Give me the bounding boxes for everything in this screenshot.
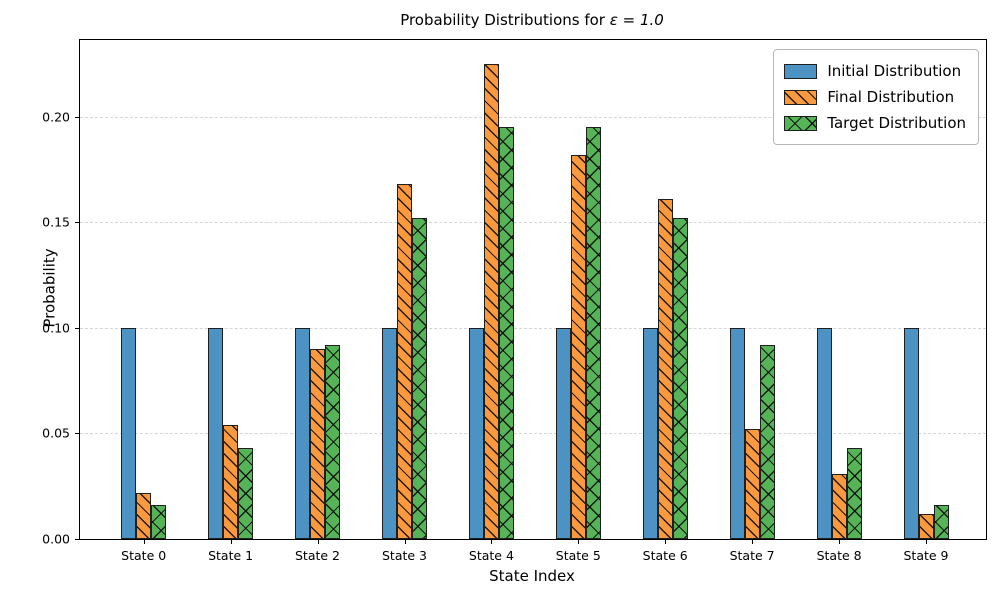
x-tick-mark	[230, 540, 232, 545]
x-tick-label: State 8	[816, 548, 862, 563]
y-tick-label: 0.00	[42, 531, 70, 547]
legend-swatch-icon	[784, 115, 818, 131]
legend-label: Final Distribution	[827, 88, 955, 106]
x-tick-mark	[665, 540, 667, 545]
y-tick-mark	[74, 116, 79, 118]
bar	[729, 327, 745, 539]
bar	[151, 505, 167, 539]
legend-item: Target Distribution	[784, 110, 966, 136]
y-tick-mark	[74, 539, 79, 540]
bar	[325, 344, 340, 539]
bar	[397, 184, 412, 539]
bar	[933, 505, 949, 539]
bar	[657, 198, 673, 539]
bar	[672, 218, 688, 539]
bar	[223, 424, 239, 539]
x-tick-label: State 3	[381, 548, 428, 563]
x-tick-mark	[491, 540, 493, 545]
x-tick-label: State 5	[555, 548, 601, 563]
title-text: Probability Distributions for	[400, 11, 610, 29]
bar	[310, 348, 325, 539]
bar	[918, 513, 934, 539]
bar	[136, 492, 152, 539]
x-tick-label: State 1	[208, 548, 254, 563]
x-tick-mark	[317, 540, 319, 545]
legend: Initial Distribution Final Distribution Ta…	[773, 49, 979, 145]
x-tick-label: State 9	[903, 548, 949, 563]
legend-label: Initial Distribution	[827, 62, 962, 80]
bar	[570, 154, 586, 539]
x-tick-label: State 4	[468, 548, 514, 563]
grid-line	[80, 222, 986, 224]
grid-line	[80, 116, 986, 118]
legend-swatch-icon	[784, 63, 818, 79]
legend-label: Target Distribution	[827, 114, 966, 132]
x-tick-label: State 2	[294, 548, 341, 563]
x-tick-mark	[578, 540, 580, 545]
bar	[759, 344, 775, 539]
legend-item: Initial Distribution	[784, 58, 966, 84]
bar	[121, 327, 137, 539]
bar	[585, 127, 601, 539]
plot-area: 0.00 0.05 0.10 0.15 0.20 State 0 State 1 State …	[42, 39, 987, 563]
bar	[468, 327, 484, 539]
epsilon-symbol: ε	[609, 11, 618, 29]
x-tick-mark	[839, 540, 841, 545]
grid-line	[80, 327, 986, 329]
legend-swatch-icon	[784, 89, 818, 105]
x-tick-mark	[752, 540, 754, 545]
y-axis-label: Probability	[40, 248, 59, 328]
bar	[903, 327, 919, 539]
x-tick-mark	[404, 540, 406, 545]
y-tick-label: 0.10	[42, 320, 70, 336]
bar	[238, 448, 254, 539]
x-tick-mark	[143, 540, 145, 545]
y-tick-label: 0.05	[42, 425, 70, 441]
bar	[412, 218, 427, 539]
bar	[555, 327, 571, 539]
bar	[831, 473, 847, 539]
bar	[295, 327, 310, 539]
title-value: = 1.0	[617, 11, 664, 29]
x-tick-label: State 0	[121, 548, 167, 563]
bar	[816, 327, 832, 539]
x-tick-label: State 7	[729, 548, 775, 563]
bar	[642, 327, 658, 539]
bar	[744, 429, 760, 539]
y-tick-label: 0.15	[42, 214, 70, 230]
chart-title: Probability Distributions for ε = 1.0	[79, 11, 985, 29]
y-tick-mark	[74, 222, 79, 224]
bar	[498, 127, 514, 539]
x-tick-label: State 6	[642, 548, 688, 563]
bar	[208, 327, 224, 539]
y-tick-mark	[74, 433, 79, 435]
x-tick-mark	[926, 540, 927, 545]
grid-line	[80, 433, 986, 435]
bar	[483, 63, 499, 539]
y-tick-label: 0.20	[42, 109, 70, 125]
x-axis-label: State Index	[489, 567, 575, 585]
y-tick-mark	[74, 327, 79, 329]
legend-item: Final Distribution	[784, 84, 966, 110]
bar	[846, 448, 862, 539]
bar	[382, 327, 397, 539]
